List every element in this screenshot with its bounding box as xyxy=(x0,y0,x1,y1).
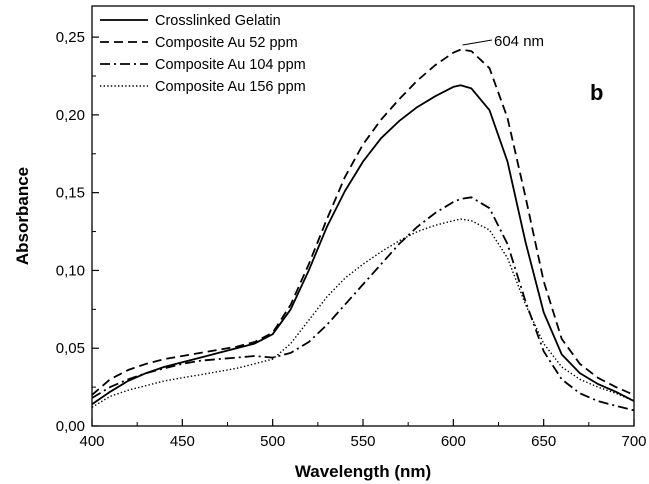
peak-annotation: 604 nm xyxy=(462,33,544,50)
series-line-3 xyxy=(91,196,635,412)
x-tick-label: 700 xyxy=(621,433,646,450)
series-line-2 xyxy=(91,48,635,396)
x-tick-label: 600 xyxy=(441,433,466,450)
annotation-label: 604 nm xyxy=(494,33,544,50)
x-tick-label: 450 xyxy=(170,433,195,450)
series-line-4 xyxy=(91,218,635,408)
x-tick-label: 550 xyxy=(350,433,375,450)
legend-label-2: Composite Au 52 ppm xyxy=(155,35,298,51)
x-tick-label: 650 xyxy=(531,433,556,450)
x-tick-label: 400 xyxy=(79,433,104,450)
legend-label-4: Composite Au 156 ppm xyxy=(155,79,306,95)
series-curves xyxy=(91,48,635,412)
y-tick-label: 0,20 xyxy=(56,107,85,124)
series-line-1 xyxy=(91,84,635,405)
panel-label: b xyxy=(590,80,603,105)
y-tick-label: 0,15 xyxy=(56,185,85,202)
y-axis: 0,00 0,05 0,10 0,15 0,20 0,25 xyxy=(56,29,99,435)
y-tick-label: 0,00 xyxy=(56,418,85,435)
annotation-leader-line xyxy=(462,39,493,46)
legend: Crosslinked Gelatin Composite Au 52 ppm Co… xyxy=(100,13,306,95)
y-tick-label: 0,10 xyxy=(56,262,85,279)
y-tick-label: 0,25 xyxy=(56,29,85,46)
legend-label-3: Composite Au 104 ppm xyxy=(155,57,306,73)
x-tick-label: 500 xyxy=(260,433,285,450)
y-tick-label: 0,05 xyxy=(56,340,85,357)
y-axis-title: Absorbance xyxy=(13,167,32,265)
legend-label-1: Crosslinked Gelatin xyxy=(155,13,281,29)
x-axis: 400 450 500 550 600 650 700 xyxy=(79,419,647,450)
x-axis-title: Wavelength (nm) xyxy=(295,462,431,481)
